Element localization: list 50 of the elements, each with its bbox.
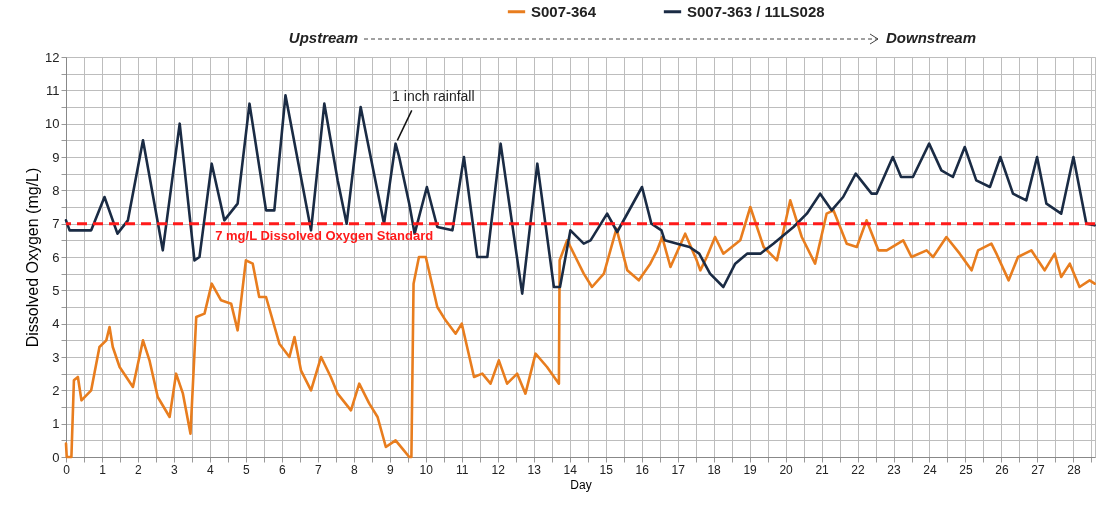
x-tick-label: 19: [743, 462, 758, 477]
x-tick-label: 2: [135, 462, 143, 477]
x-tick-label: 7: [315, 462, 323, 477]
x-tick-label: 18: [707, 462, 722, 477]
x-tick-label: 1: [99, 462, 107, 477]
x-tick-label: 21: [815, 462, 830, 477]
legend-label: S007-363 / 11LS028: [687, 2, 825, 20]
y-tick-label: 0: [52, 449, 60, 465]
x-tick-label: 3: [171, 462, 179, 477]
y-tick-label: 9: [52, 149, 60, 165]
y-tick-label: 10: [45, 116, 60, 132]
x-tick-label: 9: [386, 462, 394, 477]
y-tick-label: 8: [52, 182, 60, 198]
x-tick-label: 27: [1031, 462, 1045, 477]
x-tick-label: 12: [491, 462, 506, 477]
y-tick-label: 4: [52, 316, 60, 332]
ref-line-label: 7 mg/L Dissolved Oxygen Standard: [215, 227, 434, 243]
x-tick-label: 10: [419, 462, 434, 477]
x-tick-label: 17: [671, 462, 686, 477]
x-tick-label: 8: [350, 462, 358, 477]
y-tick-label: 6: [52, 249, 60, 265]
y-tick-label: 2: [52, 382, 60, 398]
x-tick-label: 24: [923, 462, 937, 477]
y-tick-label: 11: [46, 82, 60, 98]
x-tick-label: 11: [456, 462, 469, 477]
x-tick-label: 6: [279, 462, 287, 477]
text: Downstream: [886, 29, 977, 46]
x-tick-label: 14: [563, 462, 578, 477]
y-tick-label: 7: [52, 216, 60, 232]
text: Upstream: [288, 29, 358, 46]
x-tick-label: 22: [851, 462, 866, 477]
x-tick-label: 20: [779, 462, 794, 477]
x-tick-label: 25: [959, 462, 973, 477]
x-tick-label: 13: [527, 462, 542, 477]
x-tick-label: 0: [63, 462, 71, 477]
y-tick-label: 5: [52, 282, 60, 298]
x-tick-label: 16: [635, 462, 650, 477]
y-axis-title: Dissolved Oxygen (mg/L): [24, 167, 42, 348]
x-axis-title: Day: [570, 477, 592, 492]
y-tick-label: 12: [45, 49, 60, 65]
annotation: 1 inch rainfall: [392, 88, 475, 104]
x-tick-label: 4: [207, 462, 215, 477]
legend-label: S007-364: [531, 2, 597, 20]
x-tick-label: 23: [887, 462, 902, 477]
x-tick-label: 28: [1067, 462, 1081, 477]
y-tick-label: 1: [52, 416, 60, 432]
x-tick-label: 5: [243, 462, 251, 477]
y-tick-label: 3: [52, 349, 60, 365]
x-tick-label: 15: [599, 462, 614, 477]
x-tick-label: 26: [995, 462, 1009, 477]
